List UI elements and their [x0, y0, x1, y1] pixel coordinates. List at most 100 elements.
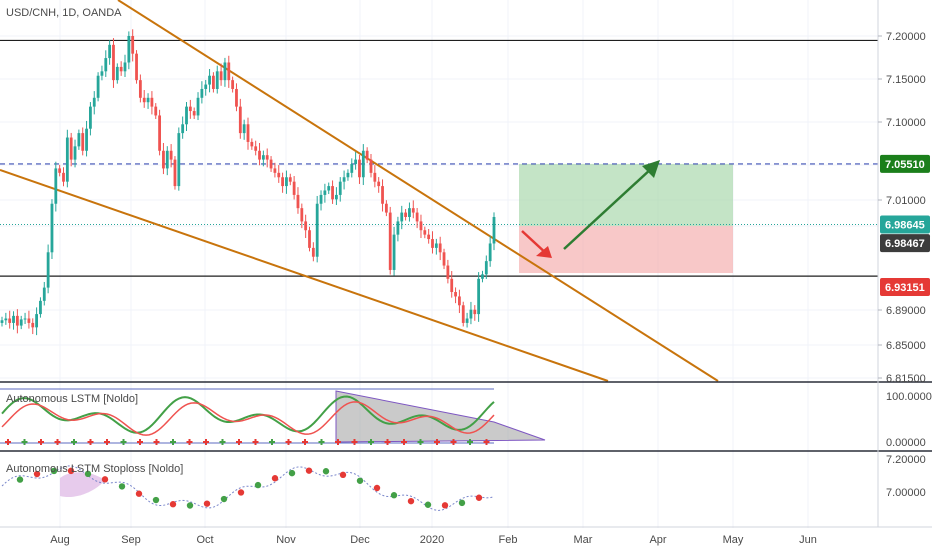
candle-body — [488, 243, 492, 262]
candle-body — [154, 106, 158, 116]
candle-body — [215, 71, 219, 89]
candle-body — [458, 296, 461, 306]
candle-body — [315, 203, 319, 257]
ind2-dot — [118, 483, 126, 490]
candle-body — [423, 230, 427, 235]
candle-body — [227, 62, 231, 81]
candle-body — [365, 150, 369, 160]
time-tick-label: Jun — [799, 534, 817, 546]
time-tick-label: Feb — [499, 534, 518, 546]
price-tick-label: 6.89000 — [886, 305, 926, 317]
candle-body — [304, 221, 308, 231]
candle-body — [446, 265, 450, 279]
ind2-dot — [458, 499, 466, 507]
time-tick-label: Apr — [649, 534, 666, 546]
price-axis[interactable]: 7.20000 7.15000 7.10000 7.01000 6.89000 6.850… — [878, 31, 932, 499]
candle-body — [200, 88, 204, 98]
candle-body — [208, 75, 211, 85]
candle-body — [181, 124, 185, 134]
chart-frame — [0, 0, 932, 528]
ind2-dot — [390, 492, 398, 499]
candle-body — [100, 71, 104, 76]
price-tick-label: 6.81500 — [886, 373, 926, 385]
ind2-dot — [407, 497, 415, 505]
ind2-dot — [271, 475, 279, 482]
candle-body — [484, 261, 488, 275]
ind2-dot — [135, 490, 143, 497]
candle-body — [42, 287, 46, 301]
candle-body — [212, 75, 215, 89]
candle-body — [39, 300, 42, 315]
candle-body — [477, 278, 481, 315]
ind2-dot — [441, 502, 449, 509]
candle-body — [288, 177, 292, 182]
candle-body — [219, 71, 223, 81]
candle-body — [335, 194, 338, 200]
candle-body — [277, 172, 281, 178]
ind2-tick-label: 7.20000 — [886, 454, 926, 466]
candle-body — [73, 146, 77, 160]
ind2-dot — [305, 467, 313, 474]
candle-body — [246, 124, 250, 142]
candle-body — [354, 159, 358, 165]
candle-body — [388, 212, 392, 270]
candle-body — [285, 177, 288, 187]
candle-body — [119, 66, 123, 72]
candle-body — [438, 243, 442, 253]
price-tick-label: 7.20000 — [886, 31, 926, 43]
candle-body — [169, 150, 173, 160]
candle-body — [415, 212, 419, 222]
price-tick-label: 7.15000 — [886, 74, 926, 86]
ind2-dot — [203, 500, 211, 507]
candle-body — [31, 322, 35, 328]
ind2-dot — [288, 469, 296, 477]
candle-body — [89, 106, 92, 129]
ind2-dot — [169, 501, 177, 508]
indicator-2-title: Autonomous LSTM Stoploss [Noldo] — [6, 463, 183, 475]
ind2-dot — [16, 476, 24, 483]
ind2-dot — [254, 481, 262, 489]
candle-body — [427, 234, 431, 240]
trade-zones — [519, 163, 733, 274]
candle-body — [65, 137, 69, 182]
candle-body — [35, 314, 38, 328]
candle-body — [142, 97, 146, 103]
time-axis[interactable]: Aug Sep Oct Nov Dec 2020 Feb Mar Apr May Jun — [50, 534, 817, 546]
candle-body — [261, 155, 265, 160]
candle-body — [392, 234, 396, 270]
ind1-tick-label: 0.00000 — [886, 437, 926, 449]
time-tick-label: Mar — [574, 534, 593, 546]
candle-body — [431, 239, 434, 248]
candle-body — [162, 150, 165, 169]
ind2-dot — [322, 468, 330, 475]
candle-body — [81, 133, 85, 151]
candle-body — [158, 115, 161, 151]
candle-body — [404, 212, 407, 217]
stoploss-indicator-panel — [1, 465, 495, 511]
ind2-dot — [356, 477, 364, 484]
candle-body — [46, 252, 50, 288]
candle-body — [381, 186, 384, 204]
ind2-dot — [33, 470, 41, 478]
candle-body — [192, 111, 196, 116]
candle-body — [323, 190, 327, 195]
candle-body — [396, 221, 400, 235]
candle-body — [408, 208, 411, 217]
price-badge-label: 6.98645 — [885, 220, 925, 232]
ind2-dot — [50, 467, 58, 475]
candle-body — [19, 319, 23, 326]
candle-body — [0, 320, 4, 323]
trendlines — [0, 0, 719, 382]
ind1-tick-label: 100.00000 — [886, 391, 932, 403]
ind2-dot — [237, 489, 245, 496]
time-tick-label: 2020 — [420, 534, 444, 546]
candle-body — [384, 203, 388, 213]
candle-body — [4, 318, 8, 321]
ind2-dot — [475, 494, 483, 501]
candle-body — [465, 318, 469, 323]
candle-body — [15, 315, 19, 326]
candle-body — [327, 186, 331, 191]
candle-body — [377, 181, 381, 187]
up-arrow-shaft — [563, 167, 653, 250]
